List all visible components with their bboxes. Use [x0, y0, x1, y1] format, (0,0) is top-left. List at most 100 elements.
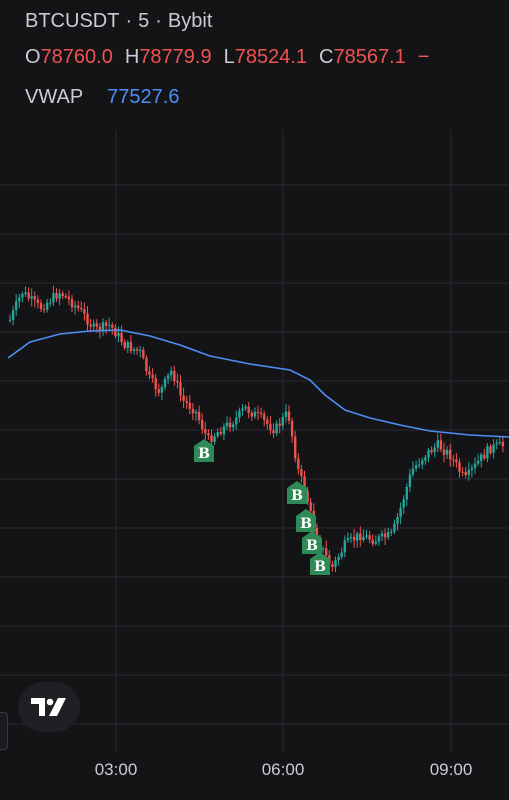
exchange-label: Bybit: [167, 10, 213, 32]
close-label: C: [319, 46, 334, 68]
buy-marker[interactable]: B: [287, 481, 307, 504]
candle-body-up: [402, 499, 405, 508]
candle-body-up: [139, 349, 142, 351]
candle-body-down: [219, 432, 222, 435]
candle-body-up: [11, 310, 15, 320]
candle-body-up: [414, 465, 418, 469]
candle-body-up: [132, 349, 136, 352]
candle-body-down: [197, 411, 201, 421]
candle-body-down: [266, 419, 269, 424]
candle-body-down: [483, 454, 486, 459]
candle-body-down: [135, 349, 139, 351]
candle-body-down: [201, 420, 204, 430]
candle-body-up: [480, 454, 483, 461]
symbol-row[interactable]: BTCUSDT · 5 · Bybit: [25, 10, 218, 33]
candle-body-up: [411, 468, 415, 475]
candle-body-down: [83, 309, 86, 314]
candle-body-up: [238, 410, 241, 418]
candle-body-up: [235, 417, 238, 425]
candle-body-up: [222, 426, 226, 435]
buy-marker-label: B: [300, 516, 312, 532]
tradingview-logo-icon[interactable]: [18, 682, 80, 732]
candle-body-down: [263, 414, 266, 420]
tv-logo-glyph: [31, 698, 66, 716]
vwap-legend[interactable]: VWAP 77527.6: [25, 86, 179, 109]
candle-body-up: [49, 302, 52, 304]
change-value: −: [417, 46, 430, 68]
candle-body-down: [111, 324, 114, 328]
candle-body-down: [182, 395, 185, 401]
candle-body-down: [300, 469, 303, 476]
candle-body-up: [30, 296, 33, 299]
candle-body-up: [21, 293, 24, 298]
candle-body-up: [470, 467, 474, 470]
candle-body-up: [101, 322, 105, 331]
candle-body-up: [58, 293, 61, 299]
candle-body-down: [452, 459, 455, 461]
candle-body-up: [337, 557, 340, 560]
side-panel-handle[interactable]: [0, 712, 8, 750]
candle-body-up: [108, 324, 111, 326]
candle-body-down: [176, 380, 179, 383]
candle-body-down: [371, 539, 374, 544]
candle-body-down: [309, 502, 312, 511]
buy-marker[interactable]: B: [302, 531, 322, 554]
vwap-line: [7, 329, 509, 438]
candle-body-up: [408, 474, 412, 487]
candle-body-up: [387, 532, 390, 538]
candle-body-up: [495, 442, 498, 445]
candle-body-up: [126, 342, 129, 348]
time-label-0900: 09:00: [429, 760, 473, 779]
candle-body-down: [61, 293, 64, 296]
time-label-0300: 03:00: [94, 760, 138, 779]
candle-body-down: [207, 433, 210, 436]
candle-body-down: [210, 435, 213, 442]
candle-body-down: [359, 533, 362, 541]
buy-marker-shape: [296, 509, 316, 532]
vwap-name: VWAP: [25, 86, 84, 108]
ohlc-row: O78760.0 H78779.9 L78524.1 C78567.1−: [25, 46, 441, 69]
buy-marker[interactable]: B: [296, 509, 316, 532]
candle-body-up: [356, 533, 359, 541]
separator-dot: ·: [125, 10, 133, 32]
candle-body-down: [489, 446, 492, 453]
candle-body-down: [80, 307, 83, 310]
candle-body-down: [303, 475, 306, 492]
buy-marker[interactable]: B: [194, 439, 214, 462]
candle-body-down: [77, 305, 80, 308]
candle-body-down: [449, 449, 452, 460]
buy-marker[interactable]: B: [310, 552, 330, 575]
time-axis[interactable]: 03:00 06:00 09:00: [0, 752, 509, 800]
candle-body-down: [247, 406, 250, 413]
interval-label[interactable]: 5: [138, 10, 150, 32]
candle-body-up: [284, 411, 288, 417]
high-value: 78779.9: [139, 46, 212, 68]
candle-body-down: [188, 402, 191, 409]
candle-body-up: [399, 507, 402, 517]
open-value: 78760.0: [40, 46, 113, 68]
candle-body-down: [145, 357, 148, 372]
candle-body-down: [42, 308, 46, 310]
candle-body-up: [467, 469, 470, 475]
candle-body-down: [33, 296, 36, 300]
candle-body-up: [340, 552, 343, 558]
separator-dot: ·: [155, 10, 162, 32]
candle-body-down: [501, 441, 505, 447]
candle-body-up: [486, 446, 489, 459]
candle-body-up: [405, 486, 408, 500]
candle-body-down: [272, 430, 275, 434]
candle-body-down: [27, 292, 30, 299]
buy-marker-shape: [302, 531, 322, 554]
candle-body-up: [15, 301, 18, 311]
candle-body-down: [154, 378, 157, 390]
candle-body-down: [287, 411, 291, 421]
symbol-name[interactable]: BTCUSDT: [25, 10, 120, 32]
buy-marker-shape: [310, 552, 330, 575]
candle-body-up: [163, 378, 167, 388]
candle-body-down: [297, 458, 300, 470]
candle-body-down: [179, 382, 182, 396]
candle-body-down: [430, 450, 433, 453]
candle-body-down: [123, 342, 126, 348]
